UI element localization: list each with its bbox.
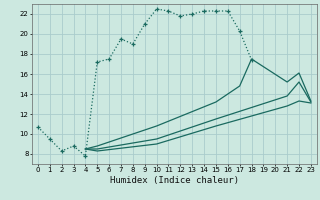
X-axis label: Humidex (Indice chaleur): Humidex (Indice chaleur): [110, 176, 239, 185]
